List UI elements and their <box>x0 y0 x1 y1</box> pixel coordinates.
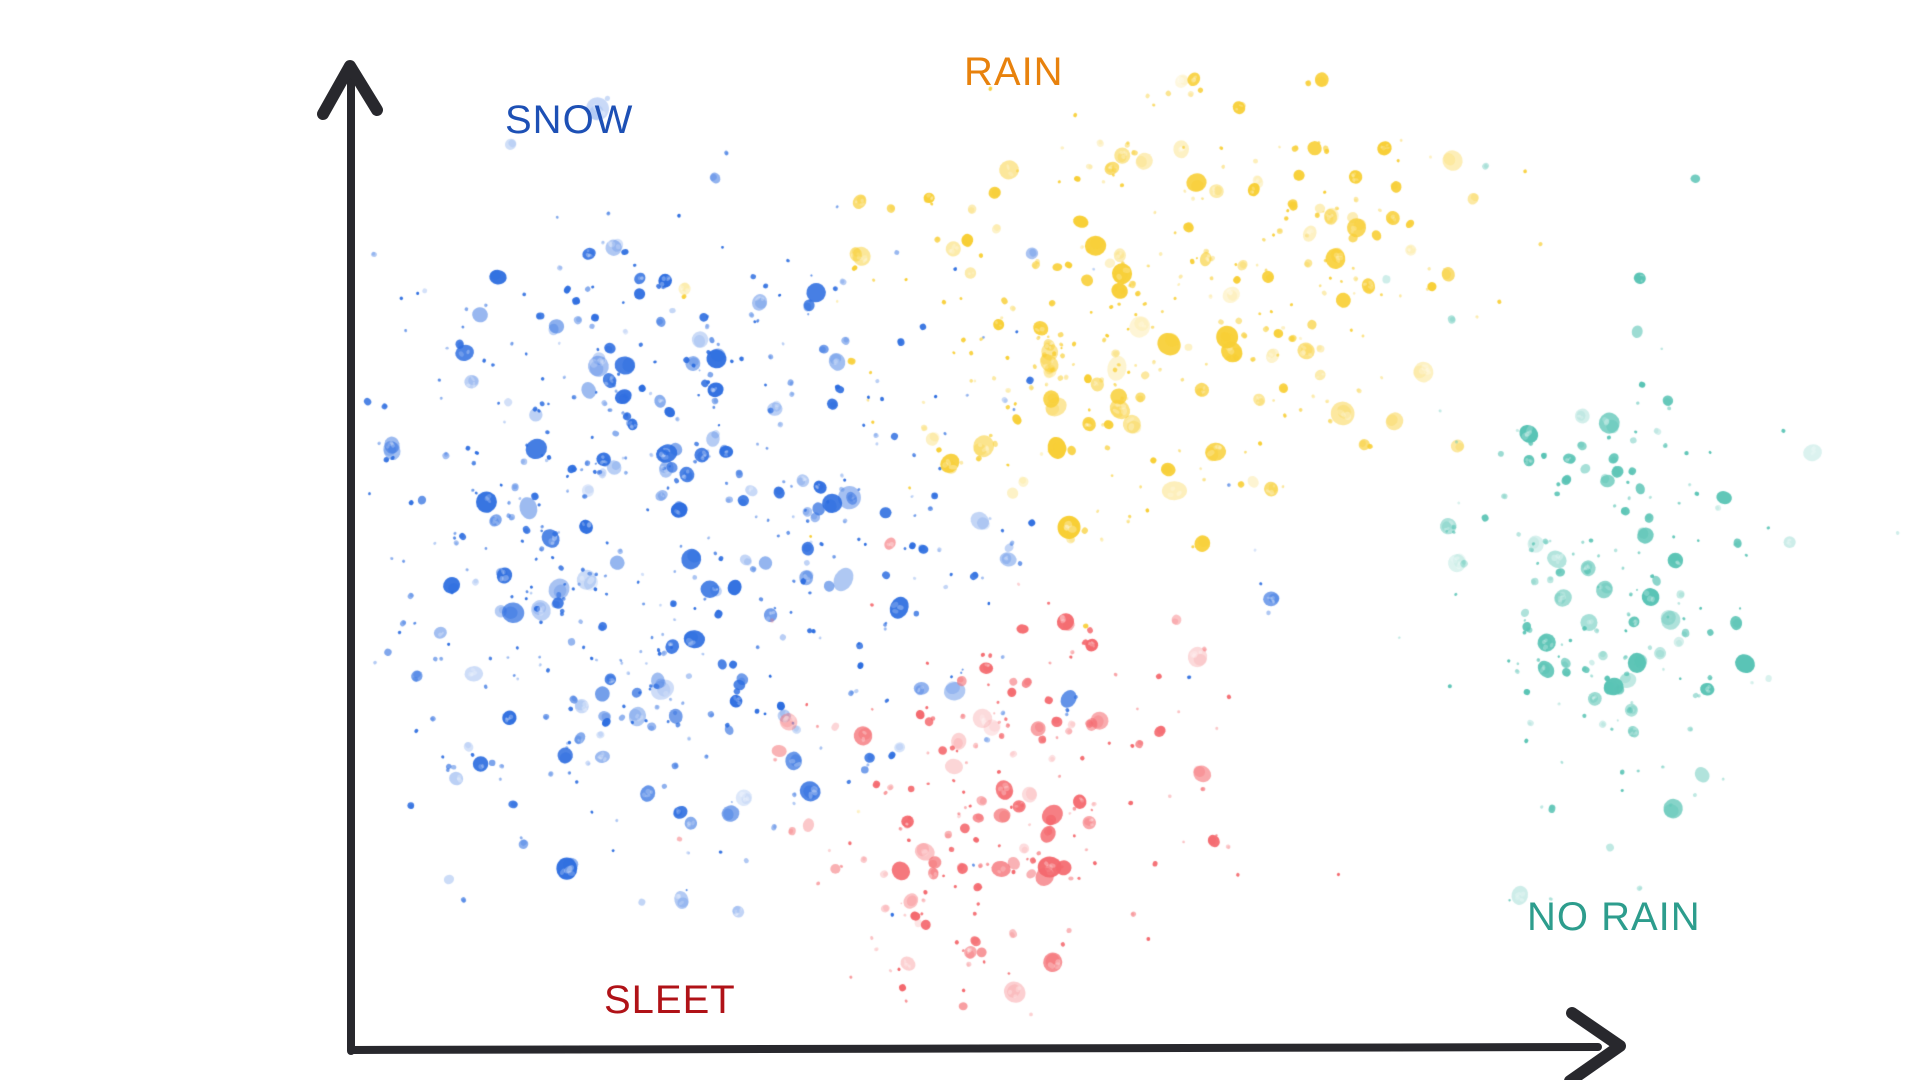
cluster-label-no-rain: NO RAIN <box>1527 895 1701 939</box>
cluster-label-snow: SNOW <box>505 98 634 142</box>
cluster-label-sleet: SLEET <box>604 978 736 1022</box>
cluster-label-rain: RAIN <box>964 50 1064 94</box>
